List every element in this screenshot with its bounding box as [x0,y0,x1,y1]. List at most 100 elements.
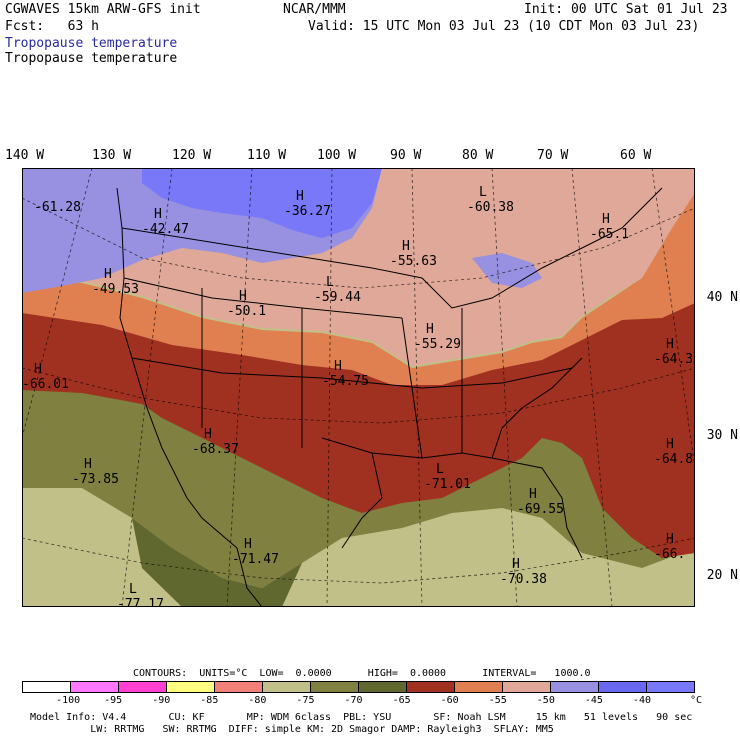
lon-label: 120 W [172,148,212,163]
high-marker: H [34,362,42,377]
colorbar-segment [23,682,71,692]
colorbar-segment [599,682,647,692]
extremum-value: -36.27 [284,204,331,219]
high-marker: H [296,189,304,204]
lon-label: 110 W [247,148,287,163]
lon-label: 90 W [390,148,422,163]
high-marker: H [402,239,410,254]
low-marker: L [326,275,334,290]
map-frame [22,168,695,607]
colorbar-label: -85 [200,695,219,706]
band-orange [22,188,695,385]
colorbar-segment [503,682,551,692]
extremum-value: -66.01 [22,377,69,392]
colorbar-label: -75 [296,695,315,706]
low-marker: L [129,582,137,597]
extremum-value: -70.38 [500,572,547,587]
colorbar-unit: °C [690,695,703,706]
lon-label: 60 W [620,148,652,163]
field-subtitle: Tropopause temperature [5,51,178,66]
model-info: Model Info: V4.4 CU: KF MP: WDM 6class P… [30,712,693,723]
extremum-value: -50.1 [227,304,266,319]
lon-label: 100 W [317,148,357,163]
high-marker: H [666,437,674,452]
high-marker: H [529,487,537,502]
colorbar-label: -40 [632,695,651,706]
colorbar-segment [455,682,503,692]
valid-time: Valid: 15 UTC Mon 03 Jul 23 (10 CDT Mon … [308,19,700,34]
extremum-value: -71.47 [232,552,279,567]
lon-label: 80 W [462,148,494,163]
extremum-value: -61.28 [34,200,81,215]
institution-label: NCAR/MMM [283,2,346,17]
low-marker: L [436,462,444,477]
extremum-value: -54.75 [322,374,369,389]
extremum-value: -68.37 [192,442,239,457]
extremum-value: -77.17 [117,597,164,607]
extremum-value: -69.55 [517,502,564,517]
extremum-value: -60.38 [467,200,514,215]
high-marker: H [512,557,520,572]
high-marker: H [426,322,434,337]
high-marker: H [204,427,212,442]
high-marker: H [334,359,342,374]
high-marker: H [239,289,247,304]
high-marker: H [666,532,674,547]
lon-label: 70 W [537,148,569,163]
band-dark-olive [22,383,695,588]
colorbar-label: -45 [584,695,603,706]
colorbar-segment [263,682,311,692]
high-marker: H [84,457,92,472]
extremum-value: -73.85 [72,472,119,487]
high-marker: H [244,537,252,552]
colorbar-segment [215,682,263,692]
init-time: Init: 00 UTC Sat 01 Jul 23 [524,2,728,17]
field-title: Tropopause temperature [5,36,178,51]
physics-info: LW: RRTMG SW: RRTMG DIFF: simple KM: 2D … [30,724,554,735]
high-marker: H [666,337,674,352]
extremum-value: -65.1 [590,227,629,242]
lat-label: 20 N [706,568,738,583]
colorbar-segment [71,682,119,692]
model-title: CGWAVES 15km ARW-GFS init [5,2,201,17]
colorbar-segment [647,682,694,692]
colorbar-segment [119,682,167,692]
colorbar [22,681,695,693]
band-blue [142,168,382,238]
extremum-value: -64.8 [654,452,693,467]
colorbar-label: -60 [440,695,459,706]
colorbar-label: -95 [104,695,123,706]
lon-label: 140 W [5,148,45,163]
colorbar-label: -100 [56,695,81,706]
colorbar-segment [359,682,407,692]
colorbar-label: -65 [392,695,411,706]
colorbar-label: -70 [344,695,363,706]
high-marker: H [104,267,112,282]
colorbar-label: -55 [488,695,507,706]
high-marker: H [602,212,610,227]
colorbar-label: -50 [536,695,555,706]
extremum-value: -66. [654,547,685,562]
boundaries [116,187,663,607]
forecast-hour: Fcst: 63 h [5,19,99,34]
extremum-value: -55.29 [414,337,461,352]
colorbar-segment [167,682,215,692]
graticule [22,168,695,607]
band-lavender-patch [472,253,542,288]
extremum-value: -55.63 [390,254,437,269]
high-marker: H [154,207,162,222]
low-marker: L [479,185,487,200]
contour-info: CONTOURS: UNITS=°C LOW= 0.0000 HIGH= 0.0… [133,668,591,679]
colorbar-label: -80 [248,695,267,706]
colorbar-segment [407,682,455,692]
temperature-map: -61.28 H-42.47H-36.27L-60.38H-55.63H-65.1… [22,168,695,607]
extremum-value: -71.01 [424,477,471,492]
lat-label: 40 N [706,290,738,305]
colorbar-segment [551,682,599,692]
extremum-value: -42.47 [142,222,189,237]
colorbar-label: -90 [152,695,171,706]
lon-label: 130 W [92,148,132,163]
colorbar-segment [311,682,359,692]
lat-label: 30 N [706,428,738,443]
extremum-value: -64.3 [654,352,693,367]
